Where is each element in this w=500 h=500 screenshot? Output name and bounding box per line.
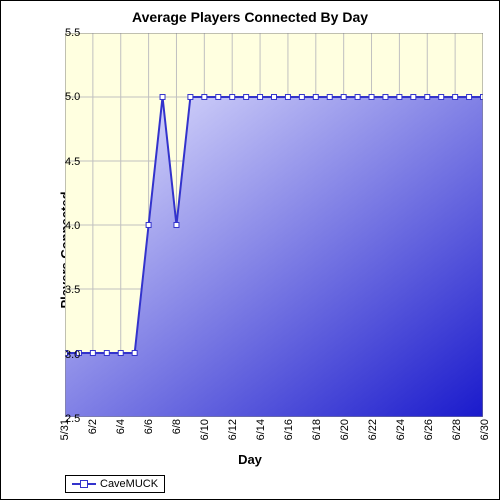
x-tick-label: 6/28 bbox=[451, 419, 463, 440]
x-tick-label: 6/26 bbox=[423, 419, 435, 440]
x-tick-label: 6/16 bbox=[283, 419, 295, 440]
x-tick-label: 6/20 bbox=[339, 419, 351, 440]
y-tick-label: 3.5 bbox=[65, 284, 71, 296]
x-tick-label: 6/18 bbox=[311, 419, 323, 440]
y-tick-label: 3.0 bbox=[65, 349, 71, 361]
y-tick-label: 5.0 bbox=[65, 91, 71, 103]
x-tick-label: 6/14 bbox=[255, 419, 267, 440]
x-tick-label: 6/30 bbox=[479, 419, 491, 440]
chart-container: Average Players Connected By Day Players… bbox=[0, 0, 500, 500]
legend-marker bbox=[72, 479, 96, 489]
y-tick-label: 4.0 bbox=[65, 220, 71, 232]
x-tick-label: 6/4 bbox=[115, 419, 127, 434]
legend-label: CaveMUCK bbox=[100, 478, 158, 490]
chart-title: Average Players Connected By Day bbox=[1, 9, 499, 25]
y-tick-label: 5.5 bbox=[65, 27, 71, 39]
legend: CaveMUCK bbox=[65, 475, 165, 493]
x-tick-label: 6/24 bbox=[395, 419, 407, 440]
x-tick-label: 6/2 bbox=[87, 419, 99, 434]
x-tick-label: 6/10 bbox=[199, 419, 211, 440]
x-tick-label: 5/31 bbox=[59, 419, 71, 440]
plot-area: 2.53.03.54.04.55.05.5 5/316/26/46/66/86/… bbox=[65, 33, 483, 417]
y-tick-label: 4.5 bbox=[65, 156, 71, 168]
plot-svg bbox=[65, 33, 483, 417]
x-tick-label: 6/8 bbox=[171, 419, 183, 434]
x-tick-label: 6/22 bbox=[367, 419, 379, 440]
x-tick-label: 6/6 bbox=[143, 419, 155, 434]
x-axis-label: Day bbox=[1, 452, 499, 467]
x-tick-label: 6/12 bbox=[227, 419, 239, 440]
